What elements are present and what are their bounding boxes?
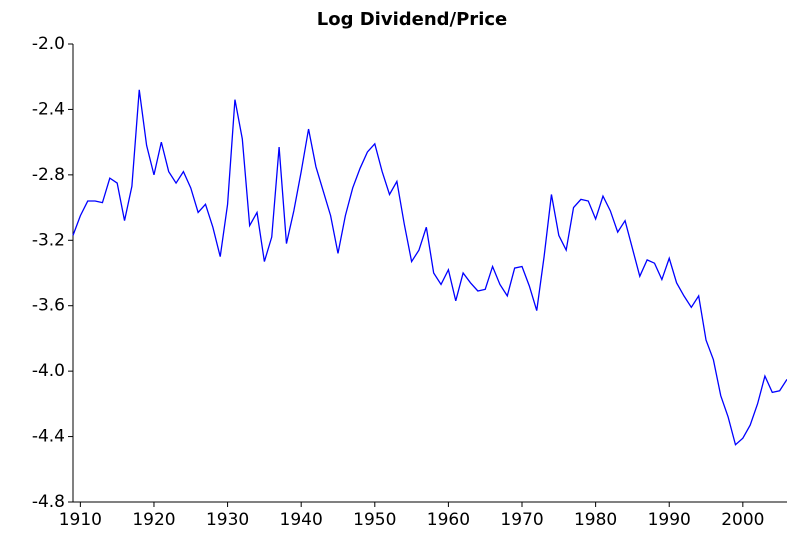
y-tick-label: -3.6 [32, 296, 65, 316]
x-tick-label: 1910 [59, 510, 102, 530]
y-tick-label: -2.8 [32, 165, 65, 185]
x-tick-label: 1990 [648, 510, 691, 530]
x-tick-label: 1930 [206, 510, 249, 530]
y-tick-label: -4.4 [32, 427, 65, 447]
x-tick-label: 1960 [427, 510, 470, 530]
y-tick-label: -4.8 [32, 492, 65, 512]
x-tick-label: 1920 [132, 510, 175, 530]
x-tick-label: 1980 [574, 510, 617, 530]
y-tick-label: -4.0 [32, 361, 65, 381]
series-line [72, 89, 787, 446]
y-tick-label: -2.0 [32, 34, 65, 54]
y-tick-label: -3.2 [32, 230, 65, 250]
chart-title: Log Dividend/Price [317, 9, 508, 30]
x-tick-label: 1940 [280, 510, 323, 530]
x-tick-label: 2000 [721, 510, 764, 530]
x-tick-label: 1970 [500, 510, 543, 530]
x-tick-label: 1950 [353, 510, 396, 530]
y-tick-label: -2.4 [32, 99, 65, 119]
